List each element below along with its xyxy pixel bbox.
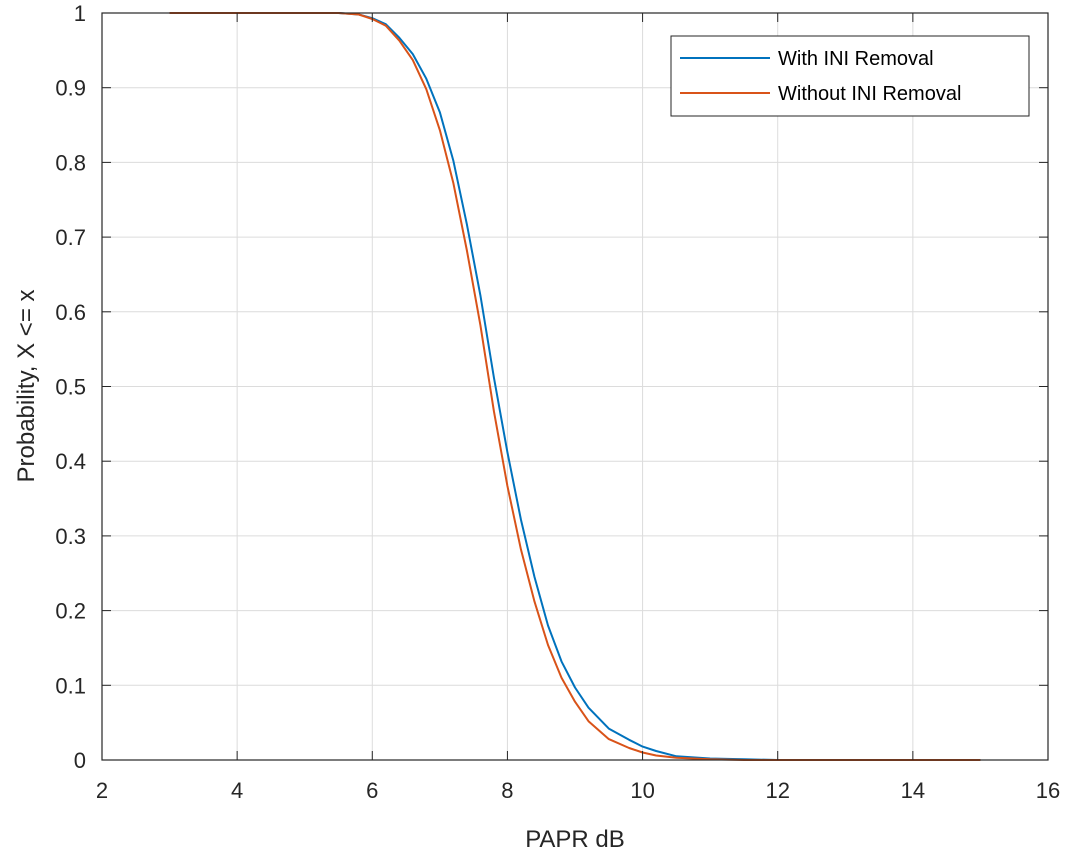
legend: With INI Removal Without INI Removal bbox=[670, 35, 1030, 117]
y-axis-label: Probability, X <= x bbox=[13, 290, 40, 483]
x-tick-label: 12 bbox=[765, 778, 789, 803]
series-group bbox=[169, 12, 981, 761]
y-tick-label: 0.4 bbox=[55, 449, 86, 474]
tick-group bbox=[101, 12, 1049, 761]
x-tick-label: 14 bbox=[901, 778, 925, 803]
legend-label-without-ini: Without INI Removal bbox=[778, 83, 961, 105]
x-tick-label: 4 bbox=[231, 778, 243, 803]
y-tick-label: 0.2 bbox=[55, 599, 86, 624]
y-tick-label: 0.7 bbox=[55, 225, 86, 250]
y-tick-label: 0.3 bbox=[55, 524, 86, 549]
legend-box bbox=[670, 35, 1030, 117]
x-tick-label: 6 bbox=[366, 778, 378, 803]
x-tick-label: 16 bbox=[1036, 778, 1060, 803]
y-tick-label: 0.9 bbox=[55, 76, 86, 101]
y-tick-label: 0.8 bbox=[55, 150, 86, 175]
y-tick-label: 0.1 bbox=[55, 673, 86, 698]
y-tick-labels: 0 0.1 0.2 0.3 0.4 0.5 0.6 0.7 0.8 0.9 1 bbox=[55, 1, 86, 773]
y-tick-label: 1 bbox=[74, 1, 86, 26]
x-tick-label: 8 bbox=[501, 778, 513, 803]
legend-label-with-ini: With INI Removal bbox=[778, 48, 934, 70]
x-tick-label: 2 bbox=[96, 778, 108, 803]
x-tick-label: 10 bbox=[630, 778, 654, 803]
series-line-without-ini-removal bbox=[169, 12, 981, 761]
x-axis-label: PAPR dB bbox=[525, 826, 625, 853]
y-tick-label: 0.5 bbox=[55, 375, 86, 400]
y-tick-label: 0 bbox=[74, 748, 86, 773]
y-tick-label: 0.6 bbox=[55, 300, 86, 325]
x-tick-labels: 2 4 6 8 10 12 14 16 bbox=[96, 778, 1060, 803]
